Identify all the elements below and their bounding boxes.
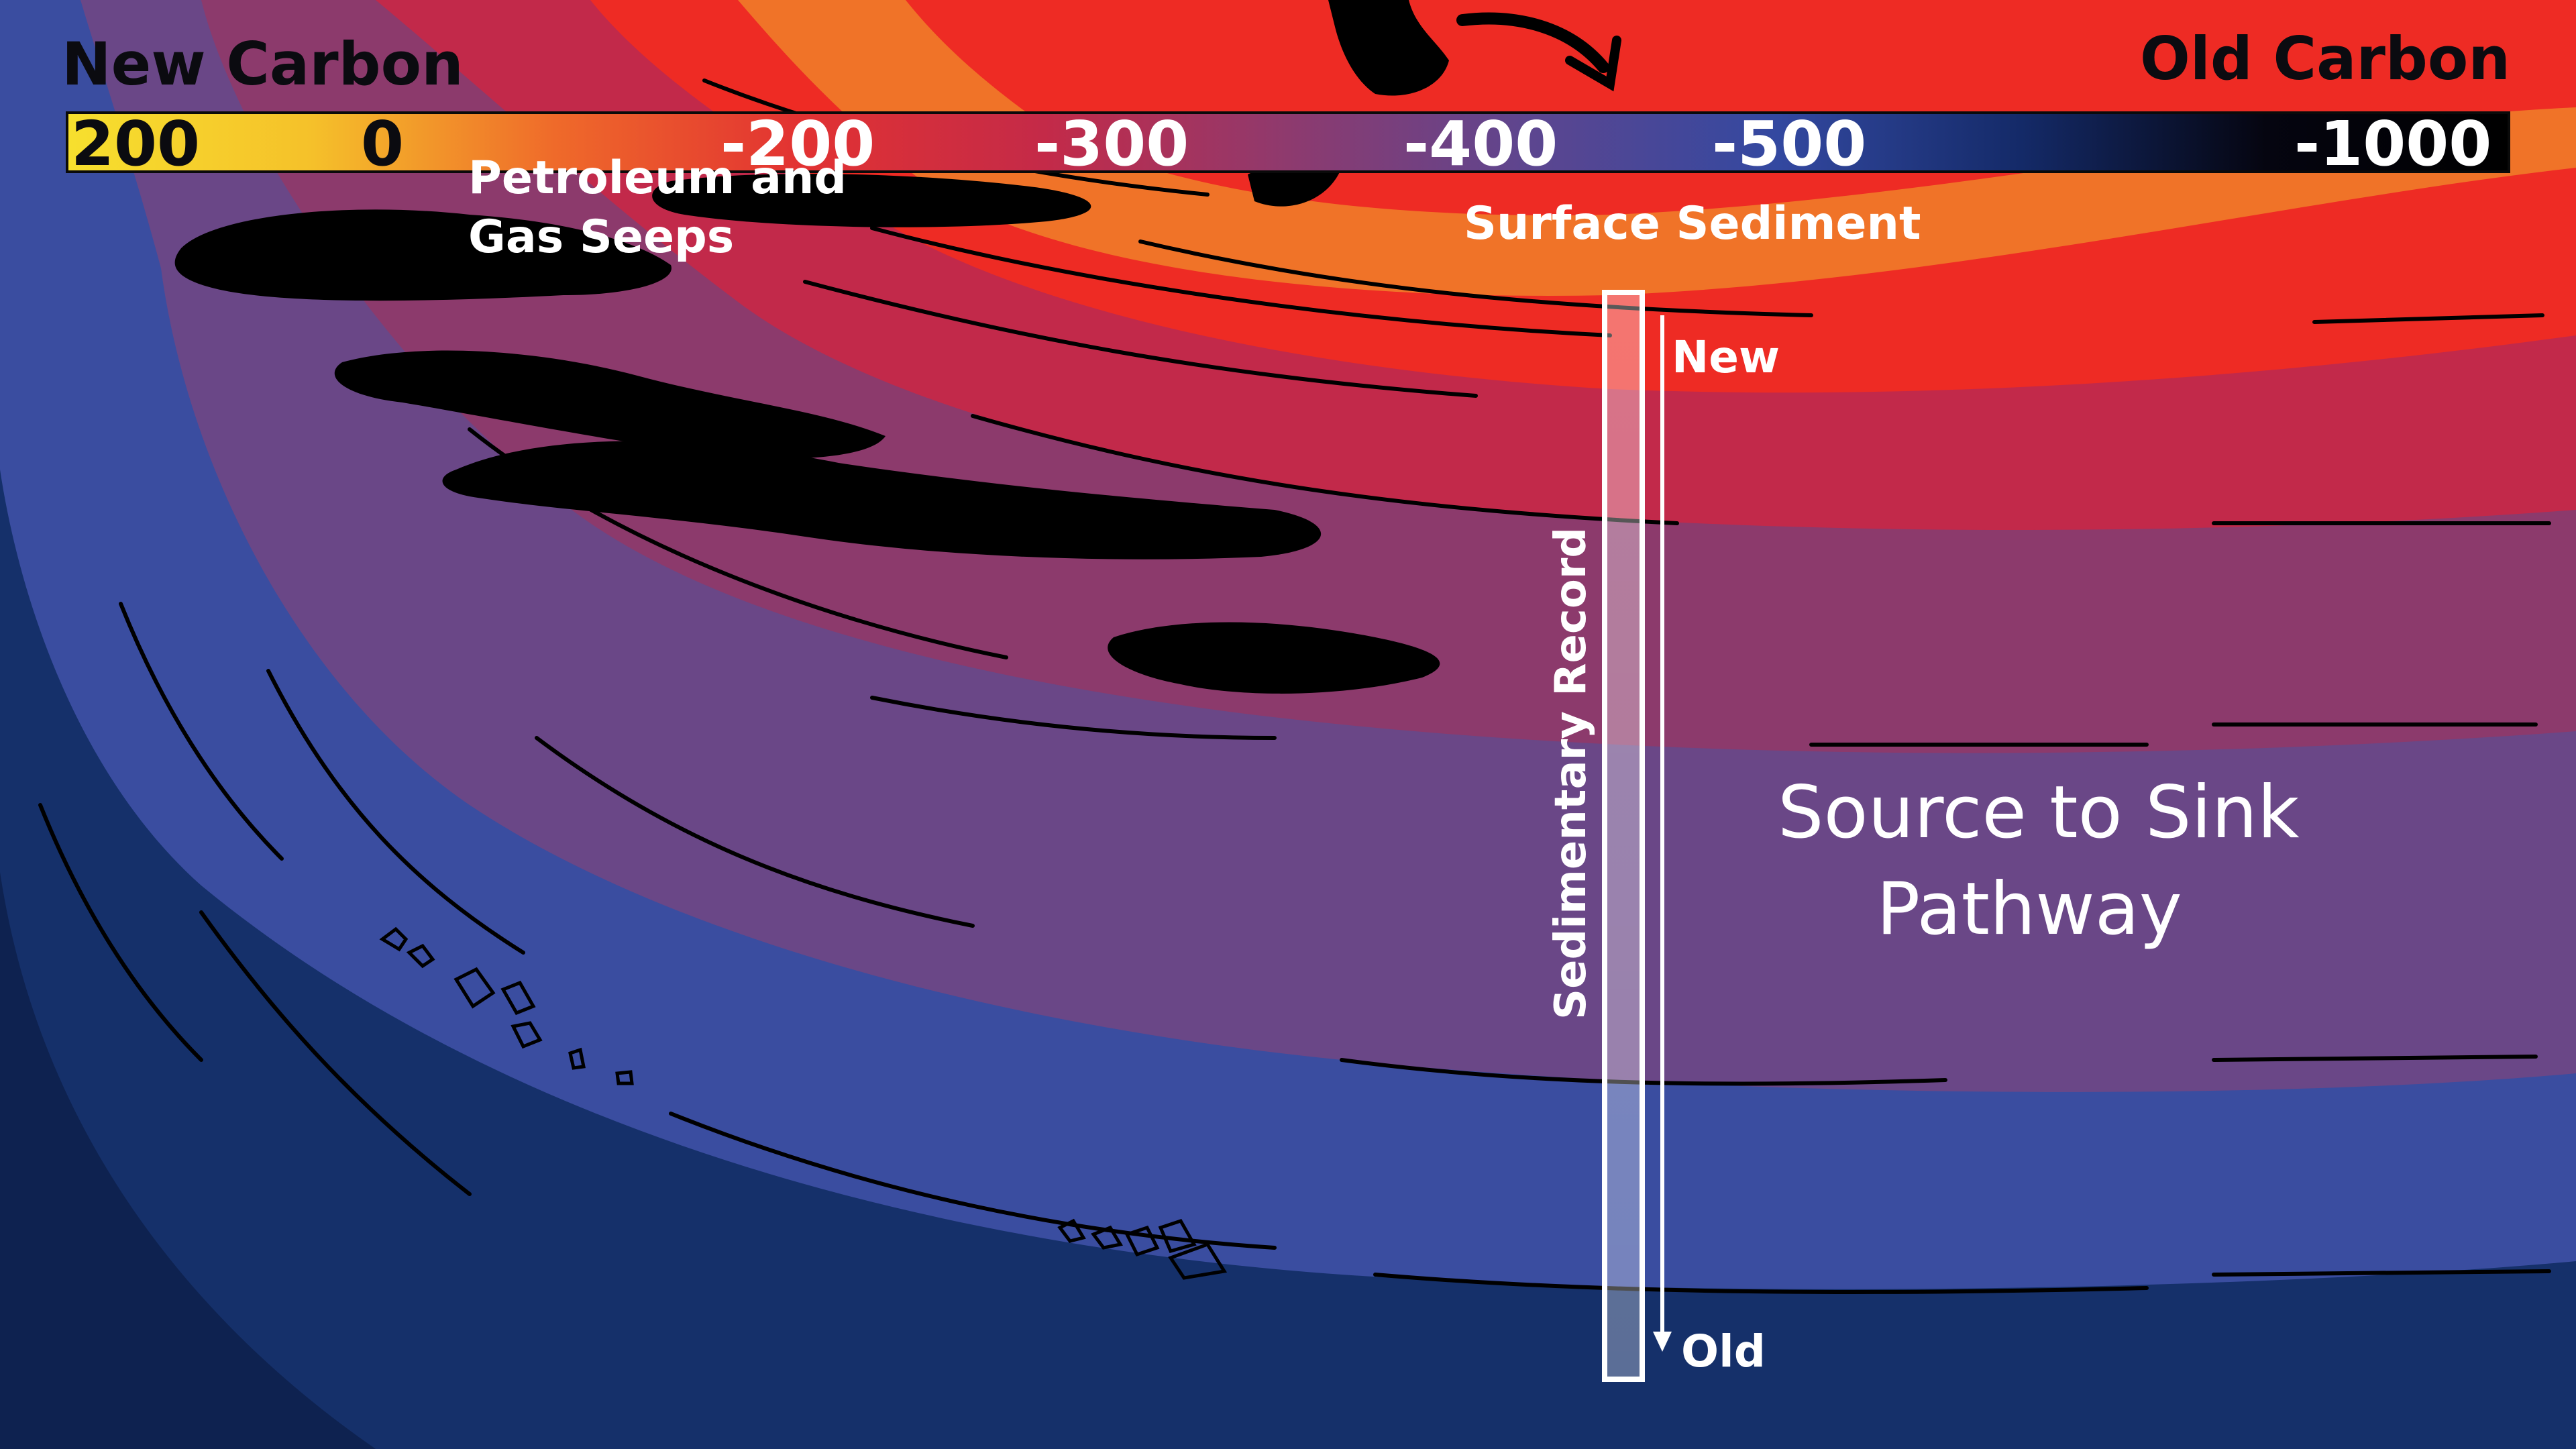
seeps-label: Petroleum and Gas Seeps [468, 152, 847, 264]
flow-arrow [1456, 12, 1621, 92]
seep-blob [1108, 622, 1440, 694]
carbon-age-scale: 200 0 -200 -300 -400 -500 -1000 [66, 108, 2510, 180]
seep-blob [1328, 0, 1449, 96]
sediment-core [1602, 290, 1645, 1382]
sketch-lines [38, 78, 2551, 1294]
pebbles [379, 926, 1228, 1280]
scale-tick: -400 [1403, 108, 1558, 180]
seep-blobs [174, 0, 1449, 694]
seep-blob [174, 209, 672, 301]
sedimentary-record-label: Sedimentary Record [1546, 527, 1596, 1020]
core-old-label: Old [1681, 1326, 1766, 1377]
scale-tick: -300 [1034, 108, 1189, 180]
scale-gradient [66, 111, 2510, 173]
pathway-line-2: Pathway [1876, 867, 2182, 951]
seep-blob [334, 350, 885, 459]
scale-tick: -200 [720, 108, 875, 180]
seep-blob [1248, 163, 1342, 207]
pathway-label: Source to Sink Pathway [1778, 765, 2300, 958]
scale-tick: 0 [361, 108, 405, 180]
seep-blob [652, 174, 1091, 227]
core-direction-arrow [1653, 315, 1672, 1352]
pathway-line-1: Source to Sink [1778, 771, 2300, 855]
new-carbon-title: New Carbon [62, 30, 464, 99]
core-new-label: New [1672, 331, 1780, 383]
scale-tick: 200 [71, 108, 201, 180]
old-carbon-title: Old Carbon [2139, 24, 2510, 93]
scale-tick: -500 [1712, 108, 1867, 180]
surface-sediment-label: Surface Sediment [1464, 197, 1921, 250]
seep-blob [442, 441, 1322, 559]
scale-tick: -1000 [2294, 108, 2492, 180]
